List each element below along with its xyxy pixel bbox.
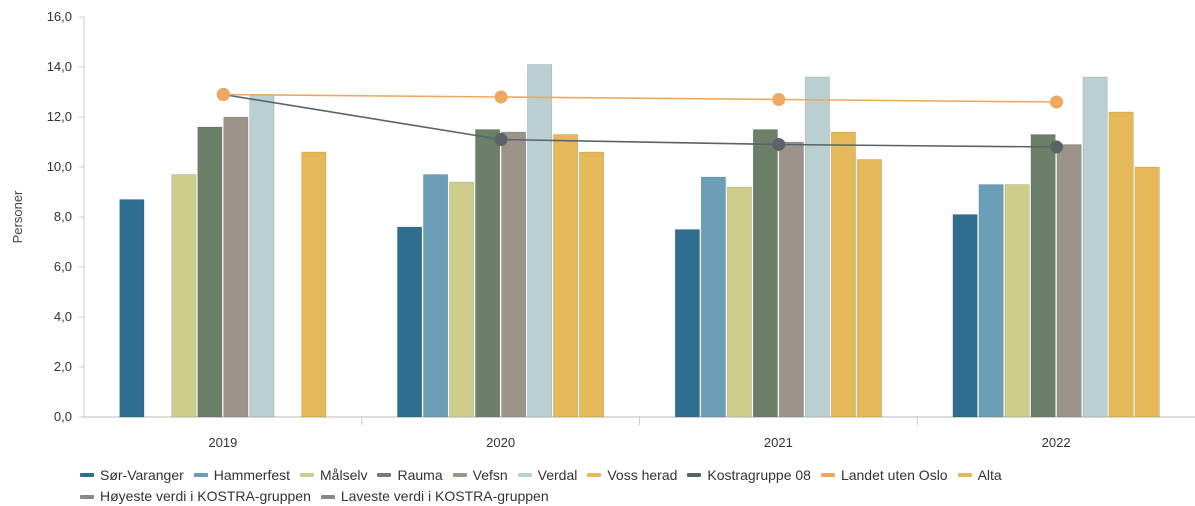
legend-label: Vefsn	[472, 466, 508, 483]
bar-rauma-2022	[1030, 134, 1056, 418]
bar-m-lselv-2019	[171, 174, 197, 418]
legend-swatch	[957, 473, 972, 477]
bar-m-lselv-2020	[449, 181, 475, 418]
y-tick-label: 8,0	[54, 209, 72, 224]
marker-landet-uten-oslo-2022	[1050, 95, 1064, 109]
legend-item[interactable]: Laveste verdi i KOSTRA-gruppen	[320, 487, 549, 506]
legend-swatch	[80, 473, 94, 477]
legend-label: Kostragruppe 08	[707, 466, 811, 483]
legend-swatch	[517, 473, 532, 477]
line-kostragruppe-08	[223, 93, 1057, 148]
y-tick-label: 2,0	[54, 359, 72, 374]
marker-landet-uten-oslo-2019	[216, 88, 230, 101]
bar-vefsn-2019	[223, 116, 249, 418]
y-tick-label: 4,0	[54, 309, 72, 324]
y-tick-label: 14,0	[47, 59, 72, 74]
bar-vefsn-2021	[778, 141, 804, 418]
legend-item[interactable]: Verdal	[517, 466, 578, 485]
legend-swatch	[300, 473, 315, 477]
y-tick-label: 12,0	[47, 109, 72, 124]
legend-swatch	[452, 473, 467, 477]
legend-swatch	[193, 473, 208, 477]
legend-swatch	[320, 494, 335, 499]
legend-label: Landet uten Oslo	[840, 466, 948, 483]
bar-m-lselv-2022	[1004, 184, 1030, 418]
legend-swatch	[587, 473, 602, 477]
bar-voss-herad-2021	[830, 131, 856, 418]
legend-swatch	[80, 494, 94, 499]
marker-kostragruppe-08-2022	[1050, 140, 1064, 154]
legend-item[interactable]: Sør-Varanger	[80, 466, 184, 485]
legend-label: Voss herad	[607, 466, 678, 483]
marker-landet-uten-oslo-2021	[772, 93, 786, 106]
bar-rauma-2020	[475, 129, 501, 418]
bar-hammerfest-2022	[978, 184, 1004, 418]
bar-s-r-varanger-2021	[674, 229, 700, 418]
legend-item[interactable]: Landet uten Oslo	[820, 466, 948, 485]
line-landet-uten-oslo	[223, 93, 1057, 103]
marker-landet-uten-oslo-2020	[494, 90, 508, 104]
legend-label: Laveste verdi i KOSTRA-gruppen	[340, 488, 549, 504]
legend-item[interactable]: Høyeste verdi i KOSTRA-gruppen	[80, 487, 311, 506]
y-tick-label: 6,0	[54, 259, 72, 274]
bar-vefsn-2022	[1056, 144, 1082, 418]
x-tick-label: 2020	[486, 435, 515, 450]
bar-hammerfest-2020	[423, 174, 449, 418]
y-tick-label: 0,0	[54, 409, 72, 424]
bar-voss-herad-2022	[1108, 111, 1134, 418]
bar-verdal-2019	[249, 94, 275, 418]
legend-swatch	[687, 473, 702, 477]
bar-verdal-2022	[1082, 76, 1108, 418]
bar-rauma-2021	[752, 129, 778, 418]
legend-item[interactable]: Vefsn	[452, 466, 508, 485]
bar-verdal-2021	[804, 76, 830, 418]
legend-label: Høyeste verdi i KOSTRA-gruppen	[100, 488, 311, 504]
bar-alta-2021	[856, 159, 882, 418]
legend-item[interactable]: Hammerfest	[193, 466, 291, 485]
x-tick-label: 2019	[208, 435, 237, 450]
x-tick-label: 2021	[764, 435, 793, 450]
legend-label: Alta	[977, 466, 1002, 483]
bar-alta-2020	[579, 151, 605, 418]
legend-label: Sør-Varanger	[100, 466, 184, 483]
bar-s-r-varanger-2022	[952, 214, 978, 418]
legend-swatch	[820, 473, 835, 477]
bar-vefsn-2020	[501, 131, 527, 418]
x-tick-label: 2022	[1042, 435, 1071, 450]
bar-s-r-varanger-2019	[119, 199, 145, 418]
y-tick-label: 10,0	[47, 159, 72, 174]
bar-voss-herad-2020	[553, 134, 579, 418]
bar-alta-2019	[301, 151, 327, 418]
legend-swatch	[377, 473, 392, 477]
legend-item[interactable]: Alta	[957, 466, 1002, 485]
y-tick-label: 16,0	[47, 9, 72, 24]
legend-item[interactable]: Rauma	[377, 466, 443, 485]
bar-m-lselv-2021	[726, 186, 752, 418]
legend-item[interactable]: Målselv	[300, 466, 367, 485]
legend-label: Rauma	[397, 466, 443, 483]
bar-rauma-2019	[197, 126, 223, 418]
legend-label: Målselv	[320, 466, 368, 483]
bar-alta-2022	[1134, 166, 1160, 418]
chart-plot: 0,0 2,0 4,0 6,0 8,0 10,0 12,0 14,0 16,0 Personer 2…	[10, 9, 1195, 450]
legend-label: Hammerfest	[213, 466, 291, 483]
marker-kostragruppe-08-2021	[772, 138, 786, 151]
legend-item[interactable]: Voss herad	[587, 466, 677, 485]
chart-legend: Sør-Varanger Hammerfest Målselv Rauma Vefsn V…	[80, 463, 1180, 506]
bar-verdal-2020	[527, 64, 553, 418]
marker-kostragruppe-08-2020	[494, 133, 508, 146]
legend-item[interactable]: Kostragruppe 08	[687, 466, 811, 485]
bar-hammerfest-2021	[700, 176, 726, 418]
legend-label: Verdal	[537, 466, 578, 483]
bar-s-r-varanger-2020	[397, 226, 423, 418]
y-axis-title: Personer	[10, 190, 25, 243]
